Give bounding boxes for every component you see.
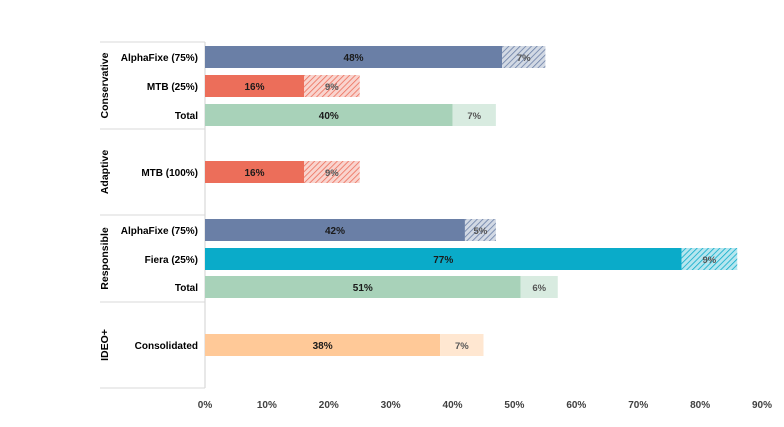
data-label-secondary: 7%: [517, 53, 531, 64]
bar-primary: [205, 161, 305, 183]
data-label-secondary: 7%: [455, 341, 469, 352]
group-label: Conservative: [99, 52, 111, 118]
group-separators: [100, 41, 206, 389]
bar-secondary: [452, 104, 496, 126]
data-label-secondary: 7%: [467, 111, 481, 122]
row-label: MTB (100%): [141, 168, 198, 179]
group-label: IDEO+: [99, 329, 111, 361]
bars-layer: [205, 46, 738, 356]
row-label: MTB (25%): [147, 82, 198, 93]
x-tick-label: 0%: [198, 400, 213, 411]
data-label-secondary: 9%: [703, 255, 717, 266]
x-tick-label: 80%: [690, 400, 710, 411]
row-label: Fiera (25%): [145, 255, 198, 266]
data-label-primary: 16%: [245, 168, 265, 179]
bar-secondary: [520, 276, 558, 298]
x-axis: 0% 10% 20% 30% 40% 50% 60% 70% 80% 90%: [198, 400, 772, 411]
data-label-primary: 77%: [433, 255, 453, 266]
x-tick-label: 90%: [752, 400, 772, 411]
data-label-secondary: 5%: [474, 226, 488, 237]
bar-primary: [205, 334, 441, 356]
data-label-primary: 40%: [319, 111, 339, 122]
x-tick-label: 20%: [319, 400, 339, 411]
row-label: Total: [175, 111, 198, 122]
data-label-primary: 51%: [353, 283, 373, 294]
x-tick-label: 50%: [504, 400, 524, 411]
labels-layer: Conservative AlphaFixe (75%) 48% 7% MTB (25%…: [99, 52, 717, 361]
x-tick-label: 70%: [628, 400, 648, 411]
bar-primary: [205, 276, 521, 298]
group-label: Responsible: [99, 227, 111, 290]
data-label-primary: 42%: [325, 226, 345, 237]
data-label-secondary: 9%: [325, 168, 339, 179]
bar-primary: [205, 219, 465, 241]
bar-primary: [205, 248, 682, 270]
data-label-primary: 38%: [313, 341, 333, 352]
bar-primary: [205, 104, 453, 126]
bar-secondary: [681, 248, 738, 270]
bar-primary: [205, 75, 305, 97]
x-tick-label: 30%: [381, 400, 401, 411]
bar-secondary: [502, 46, 546, 68]
x-tick-label: 40%: [443, 400, 463, 411]
x-tick-label: 60%: [566, 400, 586, 411]
x-tick-label: 10%: [257, 400, 277, 411]
row-label: AlphaFixe (75%): [121, 226, 198, 237]
bar-secondary: [440, 334, 484, 356]
bar-primary: [205, 46, 503, 68]
data-label-primary: 48%: [344, 53, 364, 64]
data-label-primary: 16%: [245, 82, 265, 93]
data-label-secondary: 6%: [532, 283, 546, 294]
row-label: Consolidated: [135, 341, 198, 352]
bar-secondary: [464, 219, 496, 241]
bar-secondary: [304, 161, 360, 183]
row-label: Total: [175, 283, 198, 294]
bar-secondary: [304, 75, 360, 97]
row-label: AlphaFixe (75%): [121, 53, 198, 64]
group-label: Adaptive: [99, 150, 111, 195]
data-label-secondary: 9%: [325, 82, 339, 93]
